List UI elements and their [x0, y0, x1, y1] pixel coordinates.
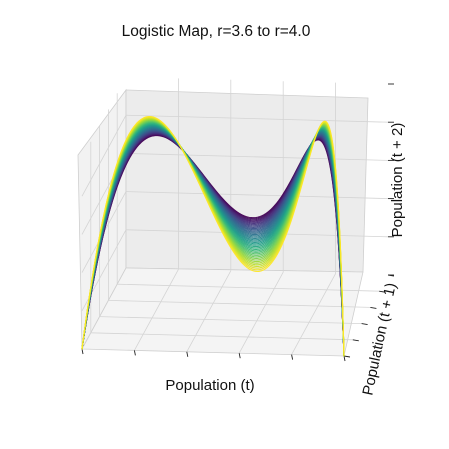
logistic-curve [81, 116, 345, 357]
gridline [81, 115, 127, 197]
gridline [186, 270, 232, 352]
gridline [291, 273, 336, 355]
y-tick [352, 339, 359, 342]
y-axis-label: Population (t + 1) [359, 281, 399, 397]
y-tick [387, 274, 395, 277]
gridline [90, 332, 353, 341]
chart-title: Logistic Map, r=3.6 to r=4.0 [122, 23, 311, 40]
y-tick [379, 290, 386, 293]
y-tick [361, 323, 368, 326]
logistic-curves [81, 116, 345, 357]
x-tick [238, 353, 241, 359]
gridline [134, 269, 179, 351]
gridline [125, 153, 389, 161]
x-tick [186, 351, 189, 357]
axis-ticks [81, 83, 395, 362]
y-tick [370, 306, 377, 309]
gridline [125, 114, 389, 123]
x-axis-label: Population (t) [165, 377, 254, 394]
gridline [108, 300, 371, 308]
gridline [99, 316, 362, 324]
gridline [125, 191, 389, 199]
x-tick [343, 355, 346, 362]
gridline [238, 272, 284, 354]
floor-pane [81, 267, 364, 357]
x-tick [81, 348, 84, 355]
x-tick [133, 350, 136, 356]
y-tick [343, 355, 351, 358]
gridline [117, 283, 380, 292]
z-axis-label: Population (t + 2) [389, 123, 406, 238]
x-tick [291, 354, 294, 360]
